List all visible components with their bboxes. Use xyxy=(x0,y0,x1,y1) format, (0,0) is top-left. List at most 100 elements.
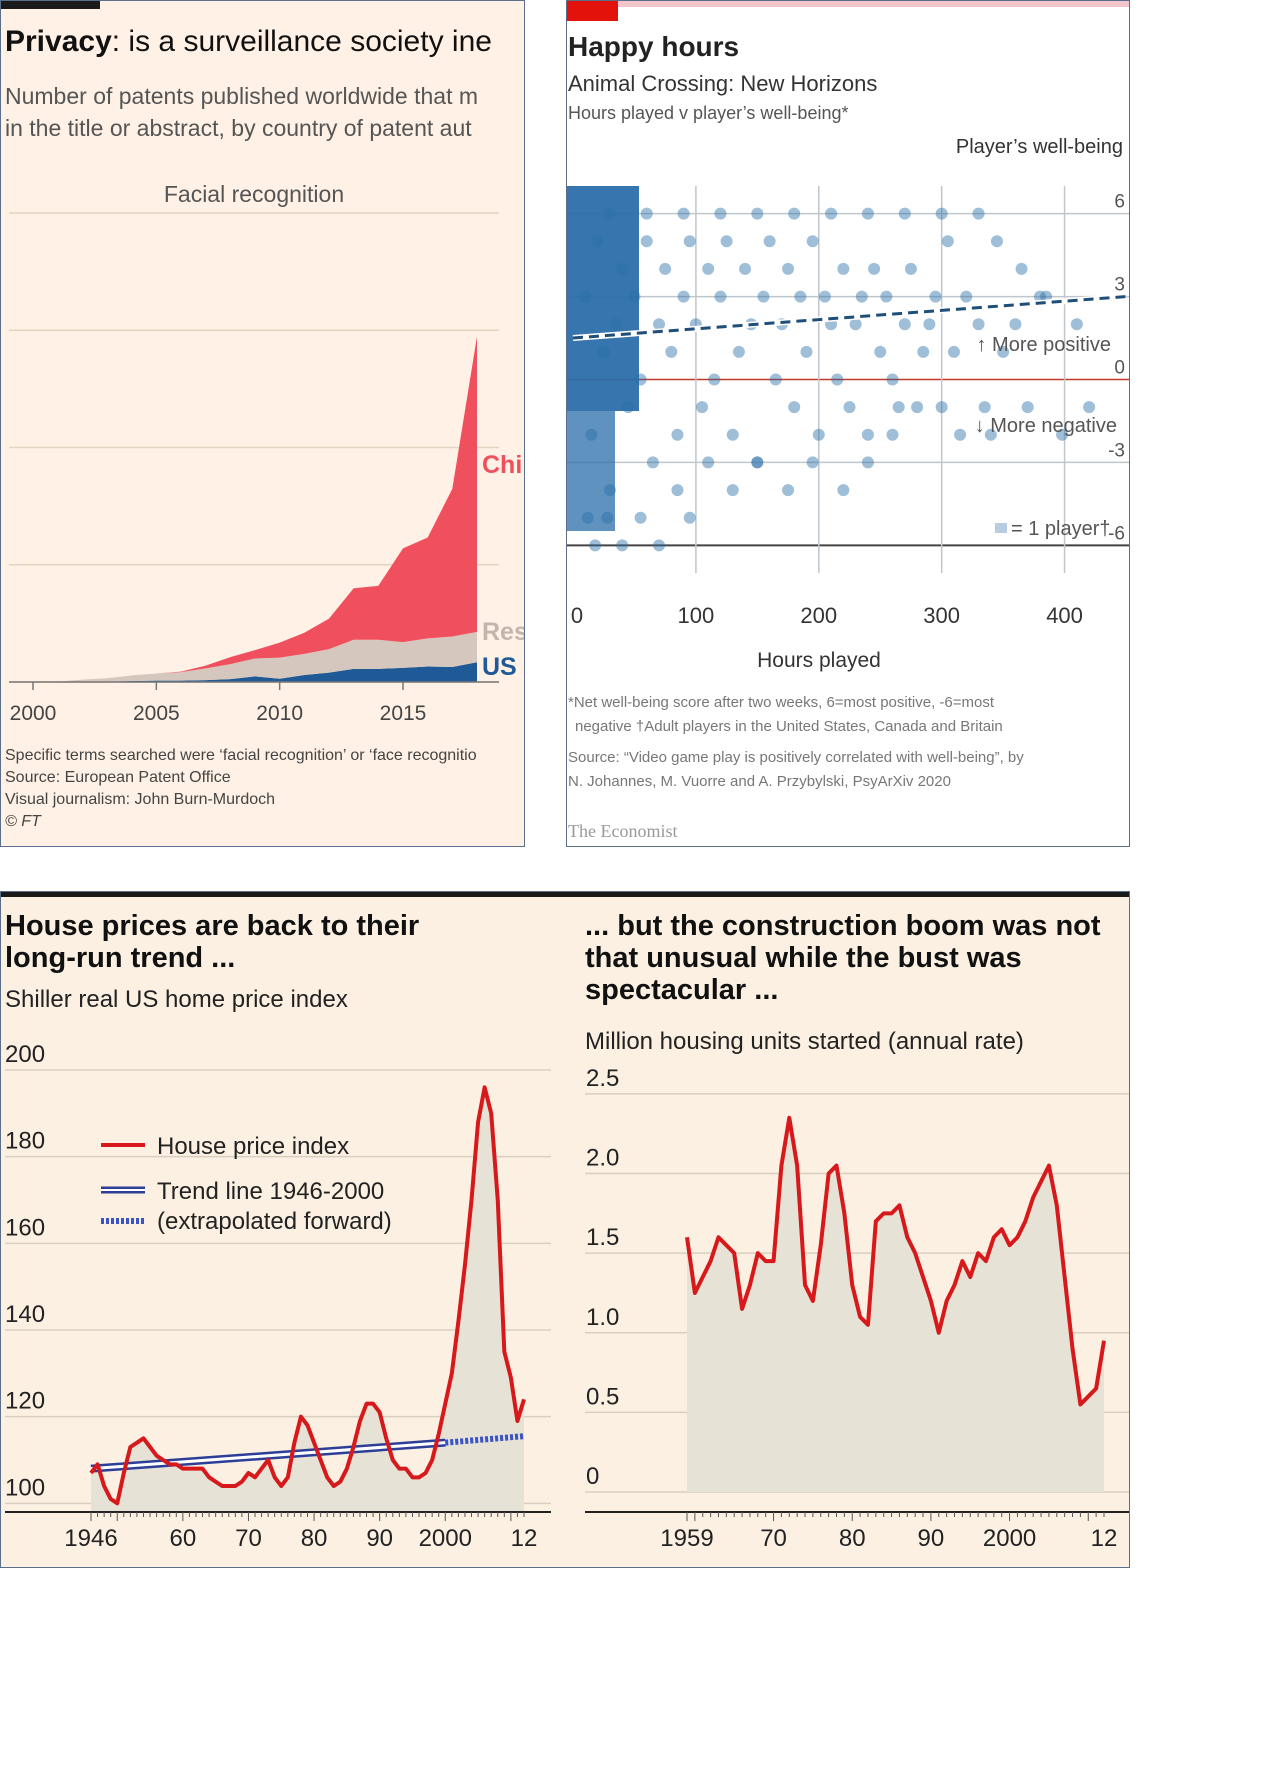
econ-point-81 xyxy=(702,456,715,469)
house-left-title-1: House prices are back to their xyxy=(5,910,420,942)
house-right-title-2: that unusual while the bust was xyxy=(585,942,1022,974)
house-right-x-tick-1959: 1959 xyxy=(660,1525,713,1552)
ft-footnote-2: Source: European Patent Office xyxy=(5,769,231,786)
econ-point-25 xyxy=(732,345,745,358)
house-trend-line-inner xyxy=(90,1441,446,1471)
econ-point-19 xyxy=(696,401,709,414)
econ-point-67 xyxy=(1009,318,1022,331)
house-right-title-1: ... but the construction boom was not xyxy=(585,910,1101,942)
econ-point-55 xyxy=(917,345,930,358)
house-left-y-tick-200: 200 xyxy=(5,1041,45,1068)
house-left-y-tick-120: 120 xyxy=(5,1388,45,1415)
econ-point-7 xyxy=(622,401,635,414)
econ-point-30 xyxy=(763,235,776,248)
econ-point-66 xyxy=(997,345,1010,358)
econ-dense-cluster-lower xyxy=(567,411,615,531)
econ-point-17 xyxy=(683,235,696,248)
econ-point-39 xyxy=(818,290,831,303)
econ-point-35 xyxy=(794,290,807,303)
econ-point-46 xyxy=(861,428,874,441)
econ-y-axis-title: Player’s well-being xyxy=(956,136,1123,158)
econ-point-86 xyxy=(837,484,850,497)
econ-point-63 xyxy=(972,318,985,331)
econ-point-82 xyxy=(726,484,739,497)
econ-point-48 xyxy=(874,345,887,358)
econ-point-24 xyxy=(726,428,739,441)
ft-chart-title: Facial recognition xyxy=(164,181,344,207)
econ-point-21 xyxy=(708,373,721,386)
house-trend-extrapolated xyxy=(445,1433,525,1446)
house-right-y-tick-1.0: 1.0 xyxy=(586,1304,619,1331)
ft-title: Privacy: is a surveillance society ine xyxy=(5,25,492,59)
econ-x-tick-100: 100 xyxy=(678,603,715,628)
econ-y-tick-0: 0 xyxy=(1114,358,1125,379)
econ-title: Happy hours xyxy=(568,31,740,62)
econ-point-36 xyxy=(800,345,813,358)
econ-point-96 xyxy=(861,207,874,220)
econ-point-75 xyxy=(601,511,614,524)
econ-x-tick-200: 200 xyxy=(800,603,837,628)
econ-annotation-negative: ↓ More negative xyxy=(975,415,1117,437)
econ-point-6 xyxy=(616,262,629,275)
house-left-x-tick-80: 80 xyxy=(301,1525,328,1552)
ft-x-tick-label-2000: 2000 xyxy=(10,702,57,725)
econ-point-50 xyxy=(886,373,899,386)
econ-point-2 xyxy=(591,235,604,248)
econ-point-74 xyxy=(589,539,602,552)
econ-point-43 xyxy=(843,401,856,414)
ft-label-us: US xyxy=(482,653,517,681)
econ-point-28 xyxy=(751,456,764,469)
econ-subtitle-2: Hours played v player’s well-being* xyxy=(568,103,849,123)
econ-point-0 xyxy=(579,290,592,303)
ft-label-china: Chi xyxy=(482,451,522,479)
ft-area-us xyxy=(33,662,477,682)
econ-point-15 xyxy=(671,428,684,441)
house-chart-panel: House prices are back to their long-run … xyxy=(0,891,1130,1568)
econ-point-37 xyxy=(806,235,819,248)
econ-point-78 xyxy=(653,539,666,552)
house-left-y-tick-180: 180 xyxy=(5,1128,45,1155)
econ-point-45 xyxy=(855,290,868,303)
econ-scatter-chart: Player’s well-being 6 3 0 -3 -6 0 100 200 300 400 H… xyxy=(567,136,1129,672)
econ-point-73 xyxy=(581,511,594,524)
econ-point-53 xyxy=(904,262,917,275)
house-legend-extrapolated: (extrapolated forward) xyxy=(157,1208,392,1235)
econ-point-4 xyxy=(603,484,616,497)
econ-point-98 xyxy=(935,207,948,220)
econ-point-88 xyxy=(886,428,899,441)
econ-source-2: N. Johannes, M. Vuorre and A. Przybylski… xyxy=(568,773,951,790)
econ-point-31 xyxy=(769,373,782,386)
house-left-x-tick-12: 12 xyxy=(511,1525,538,1552)
house-left-x-tick-70: 70 xyxy=(235,1525,262,1552)
house-legend-price: House price index xyxy=(157,1133,349,1160)
econ-point-23 xyxy=(720,235,733,248)
econ-point-9 xyxy=(634,373,647,386)
econ-point-71 xyxy=(1070,318,1083,331)
house-right-y-tick-0.5: 0.5 xyxy=(586,1383,619,1410)
house-left-title-2: long-run trend ... xyxy=(5,942,236,974)
house-right-x-tick-12: 12 xyxy=(1091,1525,1118,1552)
econ-point-94 xyxy=(788,207,801,220)
econ-point-60 xyxy=(947,345,960,358)
house-right-y-tick-2.5: 2.5 xyxy=(586,1065,619,1092)
ft-title-rest: : is a surveillance society ine xyxy=(111,25,492,58)
econ-point-51 xyxy=(892,401,905,414)
econ-point-84 xyxy=(782,484,795,497)
econ-brand: The Economist xyxy=(568,821,678,841)
econ-point-42 xyxy=(837,262,850,275)
house-price-line xyxy=(89,1085,526,1506)
econ-point-14 xyxy=(665,345,678,358)
econ-point-57 xyxy=(929,290,942,303)
econ-point-93 xyxy=(751,207,764,220)
econ-point-47 xyxy=(868,262,881,275)
econ-y-tick-3: 3 xyxy=(1114,275,1125,296)
ft-label-rest: Res xyxy=(482,618,525,646)
ft-x-tick-label-2010: 2010 xyxy=(256,702,303,725)
econ-point-80 xyxy=(683,511,696,524)
house-right-y-tick-0: 0 xyxy=(586,1463,599,1490)
econ-top-rule-grey xyxy=(567,1,1129,7)
econ-x-tick-400: 400 xyxy=(1046,603,1083,628)
econ-point-72 xyxy=(1083,401,1096,414)
econ-legend-swatch xyxy=(995,523,1007,533)
econ-point-89 xyxy=(603,207,616,220)
